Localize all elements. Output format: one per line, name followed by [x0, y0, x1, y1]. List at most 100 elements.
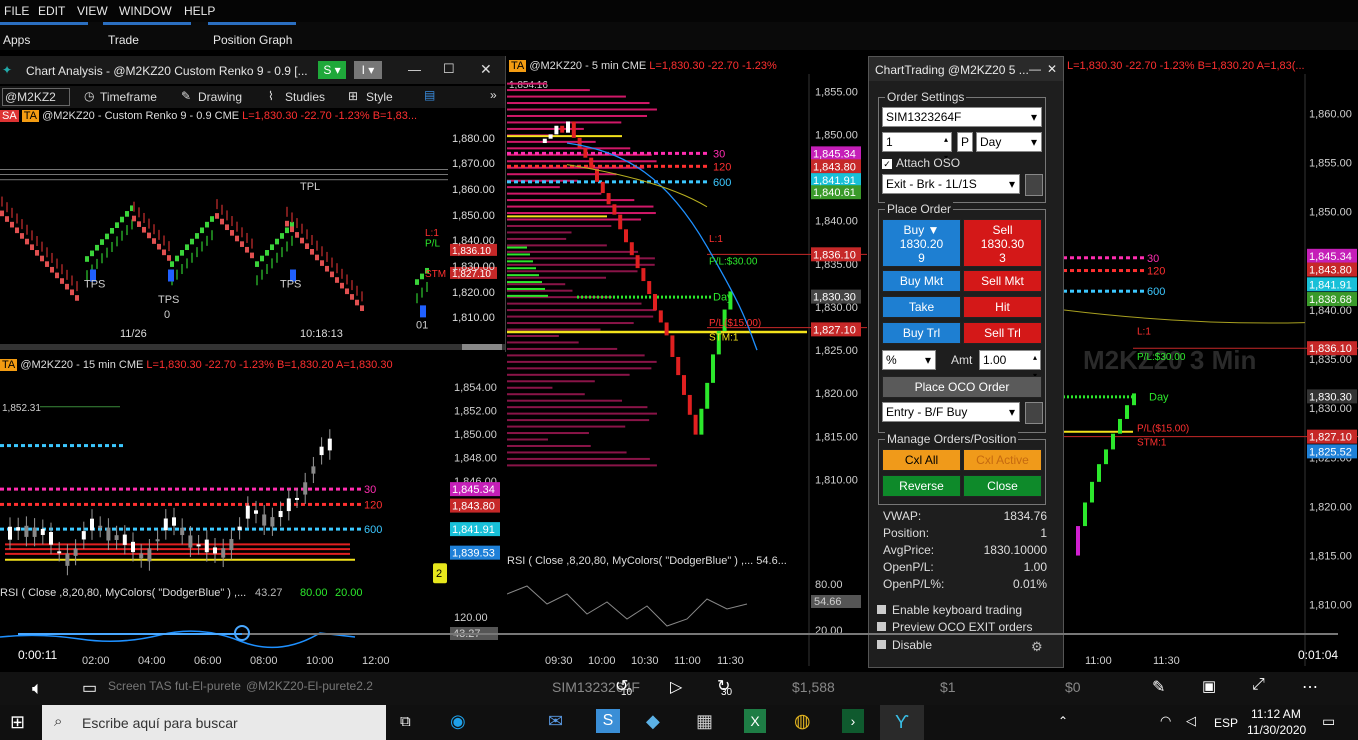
tray-network-icon[interactable]: ◠ [1160, 713, 1172, 728]
menu-view[interactable]: VIEW [77, 4, 108, 18]
layout-icon[interactable]: ▤ [424, 88, 436, 102]
disable-checkbox[interactable]: Disable [877, 638, 932, 652]
chart-15min: TA @M2KZ20 - 15 min CME L=1,830.30 -22.7… [0, 355, 505, 670]
play-icon[interactable]: ▷ [670, 679, 683, 696]
menu-file[interactable]: FILE [4, 4, 30, 18]
notification-icon[interactable]: ▭ [1322, 713, 1336, 729]
tray-time[interactable]: 11:12 AM [1251, 707, 1301, 721]
chart3-level-dot [1063, 256, 1067, 260]
duration-select[interactable]: Day ▾ [976, 132, 1042, 152]
chrome-icon[interactable]: ◍ [794, 711, 811, 732]
cxl-all-button[interactable]: Cxl All [882, 449, 961, 471]
taskbar-search[interactable]: ⌕ Escribe aquí para buscar [42, 705, 386, 740]
trail-type-select[interactable]: % ▾ [882, 350, 936, 370]
chart3-candle [1104, 449, 1108, 465]
close-icon[interactable]: ✕ [1047, 62, 1058, 76]
buy-mkt-button[interactable]: Buy Mkt [882, 270, 961, 292]
miniplayer-icon[interactable]: ▣ [1202, 678, 1217, 695]
hit-button[interactable]: Hit [963, 296, 1042, 318]
video-progress[interactable] [0, 625, 1358, 641]
gear-icon[interactable]: ⚙ [1031, 639, 1043, 654]
i-button[interactable]: I ▾ [354, 61, 382, 79]
close-button[interactable]: Close [963, 475, 1042, 497]
tray-chevron-icon[interactable]: ⌃ [1058, 714, 1069, 728]
app-s-icon[interactable]: S [596, 709, 620, 733]
chart15-level-dot [70, 487, 74, 491]
chart15-level-dot [28, 502, 32, 506]
stepper-icon[interactable]: ▴▾ [943, 135, 948, 162]
quantity-field[interactable]: 1 ▴ ▾ [882, 132, 952, 162]
exit-strategy-select[interactable]: Exit - Brk - 1L/1S ▾ [882, 174, 1020, 194]
menu-window[interactable]: WINDOW [119, 4, 172, 18]
chart5-level-dot [584, 164, 588, 168]
pen-icon[interactable]: ✎ [1152, 679, 1166, 696]
s-button[interactable]: S ▾ [318, 61, 346, 79]
task-view-icon[interactable]: ⧉ [400, 713, 411, 730]
entry-strategy-select[interactable]: Entry - B/F Buy ▾ [882, 402, 1020, 422]
close-icon[interactable]: ✕ [480, 61, 492, 77]
buy-button[interactable]: Buy ▼ 1830.20 9 [882, 219, 961, 267]
tab-position-graph[interactable]: Position Graph [213, 33, 293, 47]
chart15-candle [8, 526, 12, 540]
renko-scrollbar[interactable] [0, 344, 505, 350]
take-button[interactable]: Take [882, 296, 961, 318]
bg-status: $1,588 [792, 679, 835, 695]
sell-trl-button[interactable]: Sell Trl [963, 322, 1042, 344]
account-select[interactable]: SIM1323264F ▾ [882, 107, 1042, 127]
more-icon[interactable]: » [490, 88, 497, 102]
tab-trade[interactable]: Trade [108, 33, 139, 47]
minimize-icon[interactable]: — [1029, 62, 1041, 76]
cxl-active-button[interactable]: Cxl Active [963, 449, 1042, 471]
toolbar-timeframe[interactable]: Timeframe [100, 90, 157, 104]
calculator-icon[interactable]: ▦ [696, 711, 714, 731]
chart5-price-label: 1,820.00 [815, 388, 858, 400]
tradestation-icon[interactable]: ϒ [880, 705, 924, 740]
exit-strategy-more-button[interactable] [1025, 174, 1043, 196]
preview-oco-checkbox[interactable]: Preview OCO EXIT orders [877, 620, 1032, 634]
chart5-day-dot [633, 295, 635, 299]
p-button[interactable]: P [957, 132, 973, 152]
tray-language[interactable]: ESP [1214, 716, 1239, 730]
keyboard-trading-checkbox[interactable]: Enable keyboard trading [877, 603, 1022, 617]
sell-mkt-button[interactable]: Sell Mkt [963, 270, 1042, 292]
entry-strategy-more-button[interactable] [1025, 402, 1043, 424]
attach-oso-checkbox[interactable]: ✓ Attach OSO [882, 156, 960, 170]
toolbar-drawing[interactable]: Drawing [198, 90, 243, 104]
chart5-level-dot [689, 180, 693, 184]
edge-icon[interactable]: ◉ [450, 711, 466, 731]
app-arrow-icon[interactable]: › [842, 709, 864, 733]
app-cube-icon[interactable]: ◆ [646, 711, 660, 731]
tab-apps[interactable]: Apps [3, 33, 31, 47]
sell-button[interactable]: Sell 1830.30 3 [963, 219, 1042, 267]
tray-volume-icon[interactable]: ◁ [1186, 713, 1196, 728]
amt-field[interactable]: 1.00 ▴▾ [979, 350, 1041, 380]
menu-help[interactable]: HELP [184, 4, 216, 18]
volume-icon[interactable]: 🔈︎ [32, 678, 43, 698]
symbol-field[interactable]: @M2KZ2 [2, 88, 70, 106]
skip-forward-icon[interactable]: ↻ [717, 678, 731, 695]
renko-wick [321, 246, 323, 257]
tray-date[interactable]: 11/30/2020 [1247, 723, 1307, 737]
place-oco-button[interactable]: Place OCO Order [882, 376, 1042, 398]
windows-start-icon[interactable]: ⊞ [10, 712, 26, 732]
renko-tag: L:1 [425, 228, 439, 239]
excel-icon[interactable]: X [744, 709, 766, 733]
renko-wick [346, 274, 348, 285]
subtitles-icon[interactable]: ▭ [82, 680, 98, 697]
buy-trl-button[interactable]: Buy Trl [882, 322, 961, 344]
fullscreen-icon[interactable]: ⤢ [1252, 676, 1265, 693]
toolbar-studies[interactable]: Studies [285, 90, 326, 104]
seek-handle[interactable] [234, 625, 251, 641]
toolbar-style[interactable]: Style [366, 90, 393, 104]
reverse-button[interactable]: Reverse [882, 475, 961, 497]
skip-back-icon[interactable]: ↺ [615, 678, 629, 695]
more-options-icon[interactable]: ⋯ [1302, 679, 1318, 696]
mail-icon[interactable]: ✉ [548, 711, 564, 731]
stepper-icon[interactable]: ▴▾ [1032, 353, 1037, 380]
renko-wick [66, 269, 68, 280]
chart15-level-dot [329, 527, 333, 531]
maximize-icon[interactable]: ☐ [443, 61, 455, 76]
menu-edit[interactable]: EDIT [38, 4, 66, 18]
chart5-level-dot [570, 180, 574, 184]
minimize-icon[interactable]: — [408, 62, 421, 77]
